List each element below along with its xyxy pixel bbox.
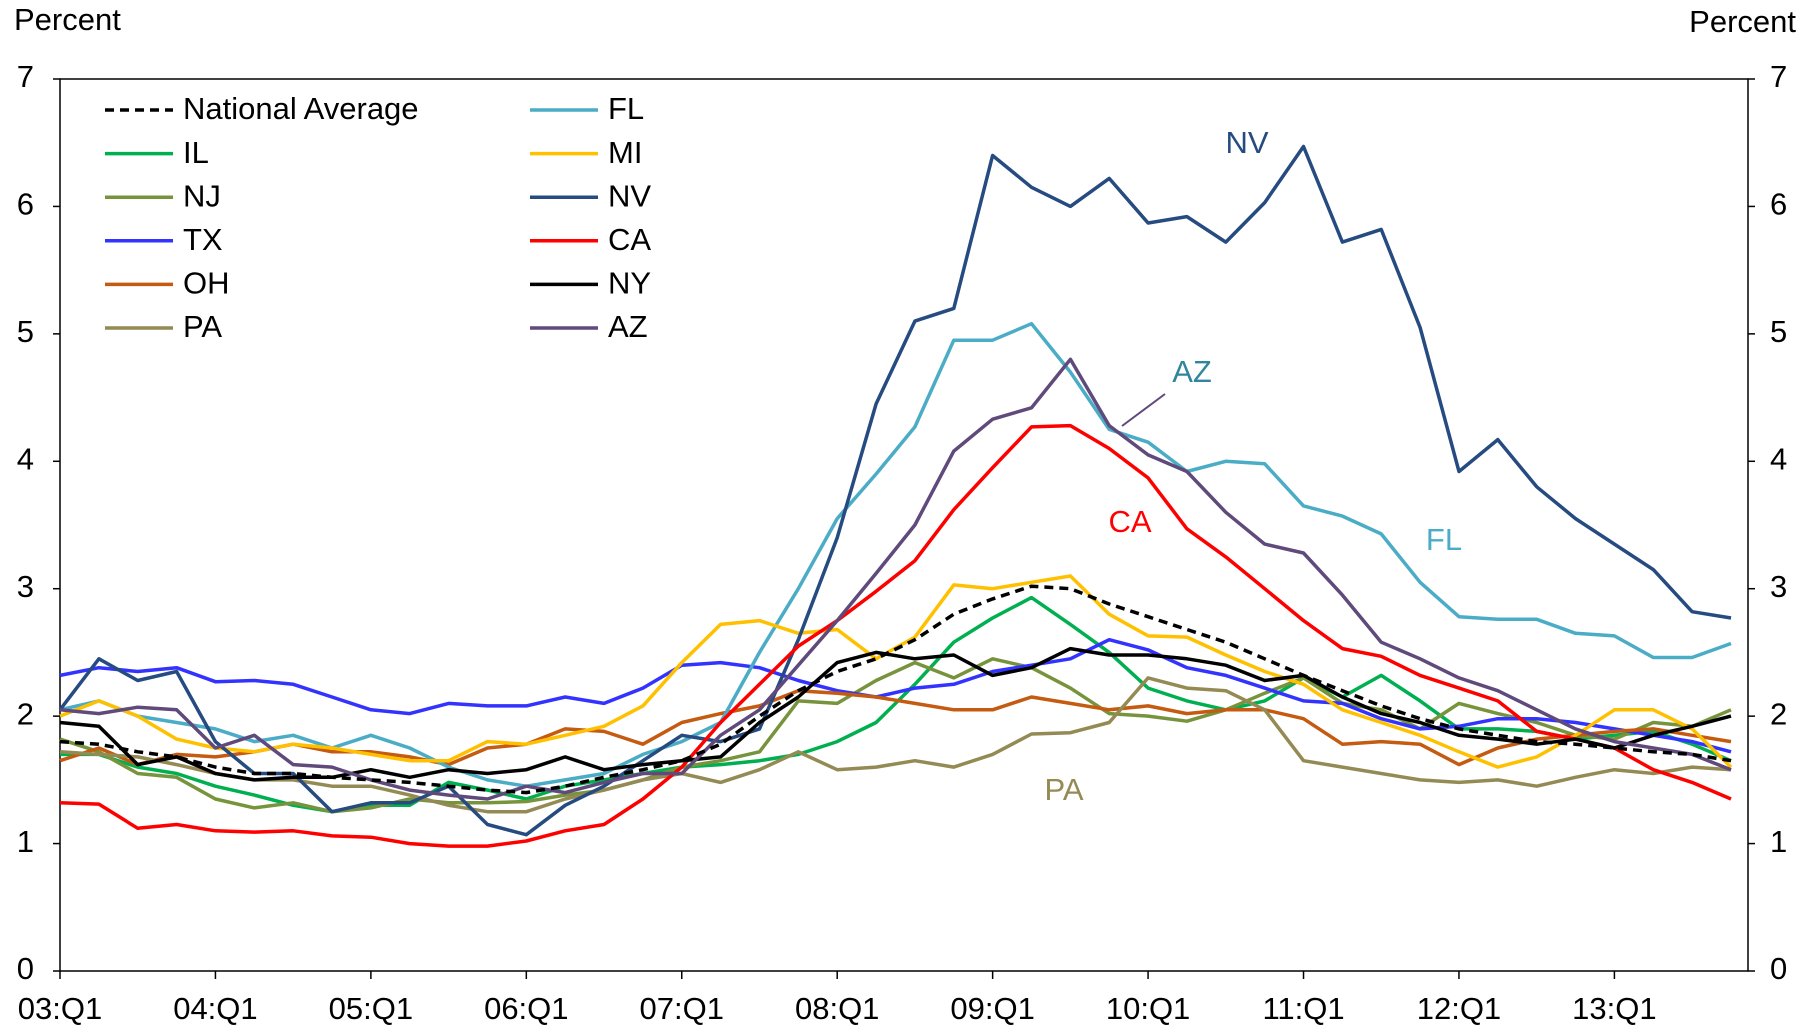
y2-tick-label: 5 — [1770, 314, 1787, 349]
annotation: NV — [1225, 125, 1268, 160]
y2-tick-label: 4 — [1770, 441, 1787, 476]
y-tick-label: 7 — [17, 59, 34, 94]
y-tick-label: 2 — [17, 696, 34, 731]
series-line — [59, 688, 1732, 767]
y2-tick-label: 3 — [1770, 569, 1787, 604]
y2-tick-label: 2 — [1770, 696, 1787, 731]
series-line — [59, 584, 1732, 795]
x-tick-label: 08:Q1 — [795, 991, 879, 1026]
annotation: PA — [1044, 772, 1083, 807]
series-line — [59, 321, 1732, 788]
y2-tick-label: 1 — [1770, 824, 1787, 859]
legend-label: FL — [608, 91, 644, 126]
legend-label: PA — [183, 309, 222, 344]
x-tick-label: 12:Q1 — [1417, 991, 1501, 1026]
y2-axis-label: Percent — [1689, 4, 1796, 39]
x-tick-label: 13:Q1 — [1572, 991, 1656, 1026]
series-line — [58, 144, 1732, 837]
x-tick-label: 06:Q1 — [484, 991, 568, 1026]
series-line — [59, 646, 1732, 782]
y2-tick-label: 0 — [1770, 951, 1787, 986]
y2-tick-label: 6 — [1770, 187, 1787, 222]
y-tick-label: 5 — [17, 314, 34, 349]
x-tick-label: 11:Q1 — [1262, 991, 1344, 1026]
series-line — [59, 637, 1732, 754]
plot-frame — [59, 78, 1749, 972]
legend-label: IL — [183, 135, 209, 170]
y-tick-label: 3 — [17, 569, 34, 604]
legend-label: CA — [608, 222, 651, 257]
legend-label: NY — [608, 266, 651, 301]
x-tick-label: 07:Q1 — [640, 991, 724, 1026]
annotation: AZ — [1172, 354, 1212, 389]
annotation-leader — [1121, 393, 1166, 427]
legend-label: NV — [608, 178, 651, 213]
y-tick-label: 1 — [17, 824, 34, 859]
y-tick-label: 6 — [17, 187, 34, 222]
series-line — [59, 357, 1732, 801]
annotation: FL — [1426, 522, 1462, 557]
legend-label: TX — [183, 222, 223, 257]
legend-label: National Average — [183, 91, 419, 126]
legend-label: MI — [608, 135, 642, 170]
y-tick-label: 4 — [17, 441, 34, 476]
legend-label: NJ — [183, 178, 221, 213]
x-tick-label: 04:Q1 — [173, 991, 257, 1026]
series-line — [59, 423, 1732, 848]
x-tick-label: 05:Q1 — [329, 991, 413, 1026]
x-tick-label: 09:Q1 — [950, 991, 1034, 1026]
legend-label: AZ — [608, 309, 648, 344]
y-tick-label: 0 — [17, 951, 34, 986]
x-tick-label: 10:Q1 — [1106, 991, 1190, 1026]
legend-label: OH — [183, 266, 230, 301]
series-line — [59, 676, 1732, 814]
annotation: CA — [1108, 504, 1151, 539]
x-tick-label: 03:Q1 — [18, 991, 102, 1026]
y2-tick-label: 7 — [1770, 59, 1787, 94]
y-axis-label: Percent — [14, 2, 121, 37]
